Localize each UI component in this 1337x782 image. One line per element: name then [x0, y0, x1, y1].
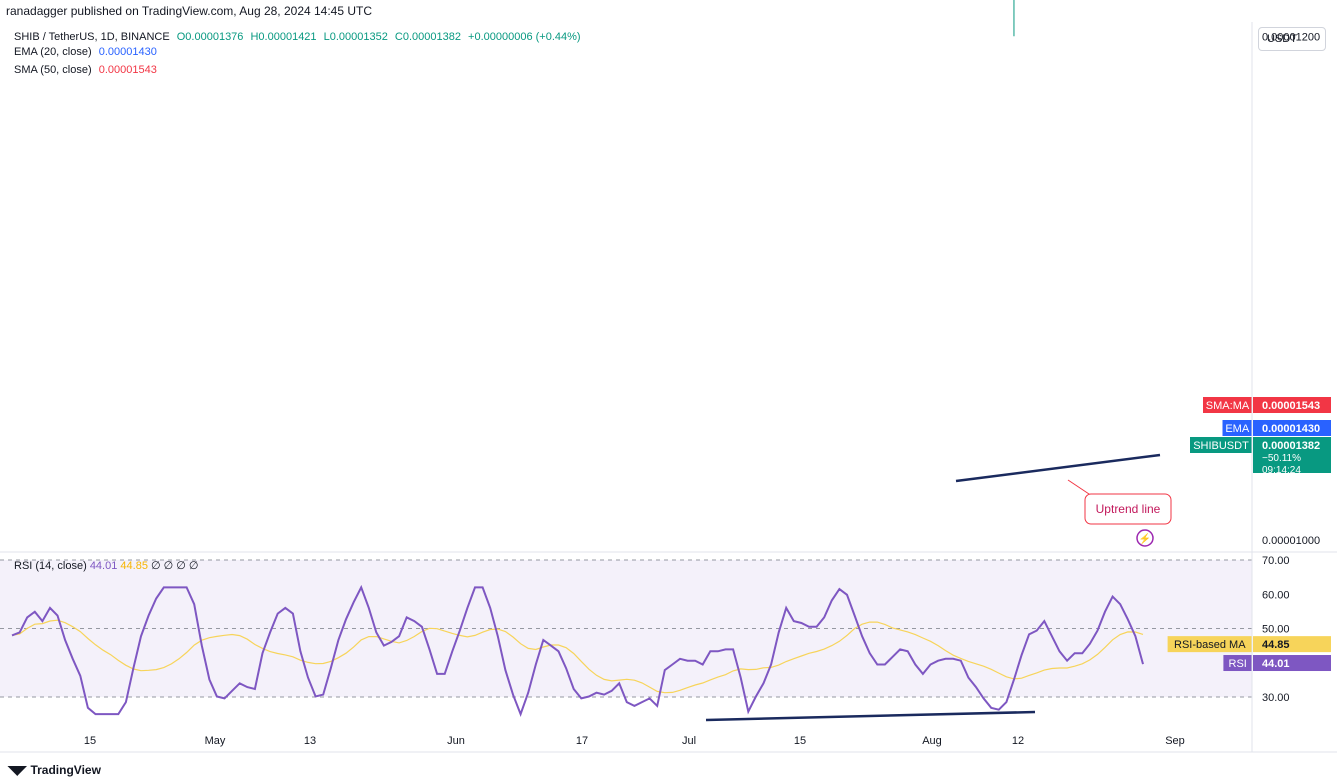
sma-label[interactable]: SMA (50, close) [14, 64, 92, 76]
rsi-badge-label: RSI [1229, 658, 1247, 670]
time-tick-label: 15 [794, 735, 806, 747]
time-tick-label: 17 [576, 735, 588, 747]
rsi-badge-label-bg [1223, 655, 1252, 672]
tradingview-logo[interactable]: ◥◤ TradingView [8, 763, 101, 777]
uptrend-line [955, 453, 1161, 483]
change-value: +0.00000006 (+0.44%) [468, 31, 581, 43]
time-tick-label: 15 [84, 735, 96, 747]
published-header: ranadagger published on TradingView.com,… [6, 4, 373, 18]
badge-value: 0.00001382 [1262, 440, 1320, 452]
time-tick-label: Jun [447, 735, 465, 747]
rsi-badge-label: RSI-based MA [1174, 639, 1246, 651]
badge-label: EMA [1225, 423, 1250, 435]
tv-brand: TradingView [30, 763, 101, 777]
symbol-name[interactable]: SHIB / TetherUS, 1D, BINANCE [14, 31, 170, 43]
rsi-value: 44.01 [89, 560, 118, 572]
badge-change: −50.11% [1262, 453, 1301, 464]
badge-label-bg [1222, 420, 1252, 436]
price-tick-label: 0.00001200 [1262, 32, 1320, 44]
rsi-ma-value: 44.85 [120, 560, 148, 572]
badge-value: 0.00001543 [1262, 400, 1320, 412]
ema-value: 0.00001430 [98, 46, 157, 58]
rsi-badge-value: 44.01 [1262, 658, 1290, 670]
time-tick-label: Aug [922, 735, 942, 747]
rsi-extra: ∅ ∅ ∅ ∅ [151, 560, 199, 572]
rsi-label[interactable]: RSI (14, close) [14, 560, 87, 572]
close-value: C0.00001382 [394, 31, 461, 43]
rsi-divergence-line [705, 710, 1036, 722]
time-tick-label: 13 [304, 735, 316, 747]
sma-legend: SMA (50, close) 0.00001543 [14, 64, 161, 76]
badge-value-bg [1253, 420, 1331, 436]
price-tick-label: 0.00001000 [1262, 535, 1320, 547]
time-tick-label: Jul [682, 735, 696, 747]
time-tick-label: May [205, 735, 226, 747]
tv-logo-icon: ◥◤ [8, 763, 27, 777]
rsi-badge-value-bg [1253, 636, 1331, 653]
badge-label: SHIBUSDT [1193, 440, 1249, 452]
rsi-tick-label: 70.00 [1262, 555, 1290, 567]
rsi-tick-label: 50.00 [1262, 624, 1290, 636]
rsi-legend: RSI (14, close) 44.01 44.85 ∅ ∅ ∅ ∅ [14, 559, 199, 572]
badge-label-bg [1190, 437, 1252, 453]
annotation-text: Uptrend line [1096, 502, 1161, 516]
rsi-badge-value: 44.85 [1262, 639, 1290, 651]
lightning-glyph: ⚡ [1139, 532, 1151, 545]
rsi-badge-value-bg [1253, 655, 1331, 672]
time-tick-label: 12 [1012, 735, 1024, 747]
rsi-line [11, 584, 1144, 717]
badge-label-bg [1203, 397, 1252, 413]
open-value: O0.00001376 [176, 31, 244, 43]
badge-value-bg [1253, 397, 1331, 413]
rsi-tick-label: 30.00 [1262, 692, 1290, 704]
rsi-tick-label: 60.00 [1262, 589, 1290, 601]
badge-timer: 09:14:24 [1262, 465, 1301, 476]
badge-value: 0.00001430 [1262, 423, 1320, 435]
ema-legend: EMA (20, close) 0.00001430 [14, 46, 161, 58]
high-value: H0.00001421 [250, 31, 317, 43]
symbol-legend: SHIB / TetherUS, 1D, BINANCE O0.00001376… [14, 31, 585, 43]
badge-value-bg [1253, 437, 1331, 473]
currency-button[interactable]: USDT [1258, 27, 1326, 51]
badge-label: SMA:MA [1206, 400, 1250, 412]
time-tick-label: Sep [1165, 735, 1185, 747]
rsi-badge-label-bg [1167, 636, 1252, 653]
sma-value: 0.00001543 [98, 64, 157, 76]
annotation-box [1084, 493, 1172, 525]
ema-label[interactable]: EMA (20, close) [14, 46, 92, 58]
low-value: L0.00001352 [323, 31, 388, 43]
lightning-icon [1136, 529, 1154, 547]
